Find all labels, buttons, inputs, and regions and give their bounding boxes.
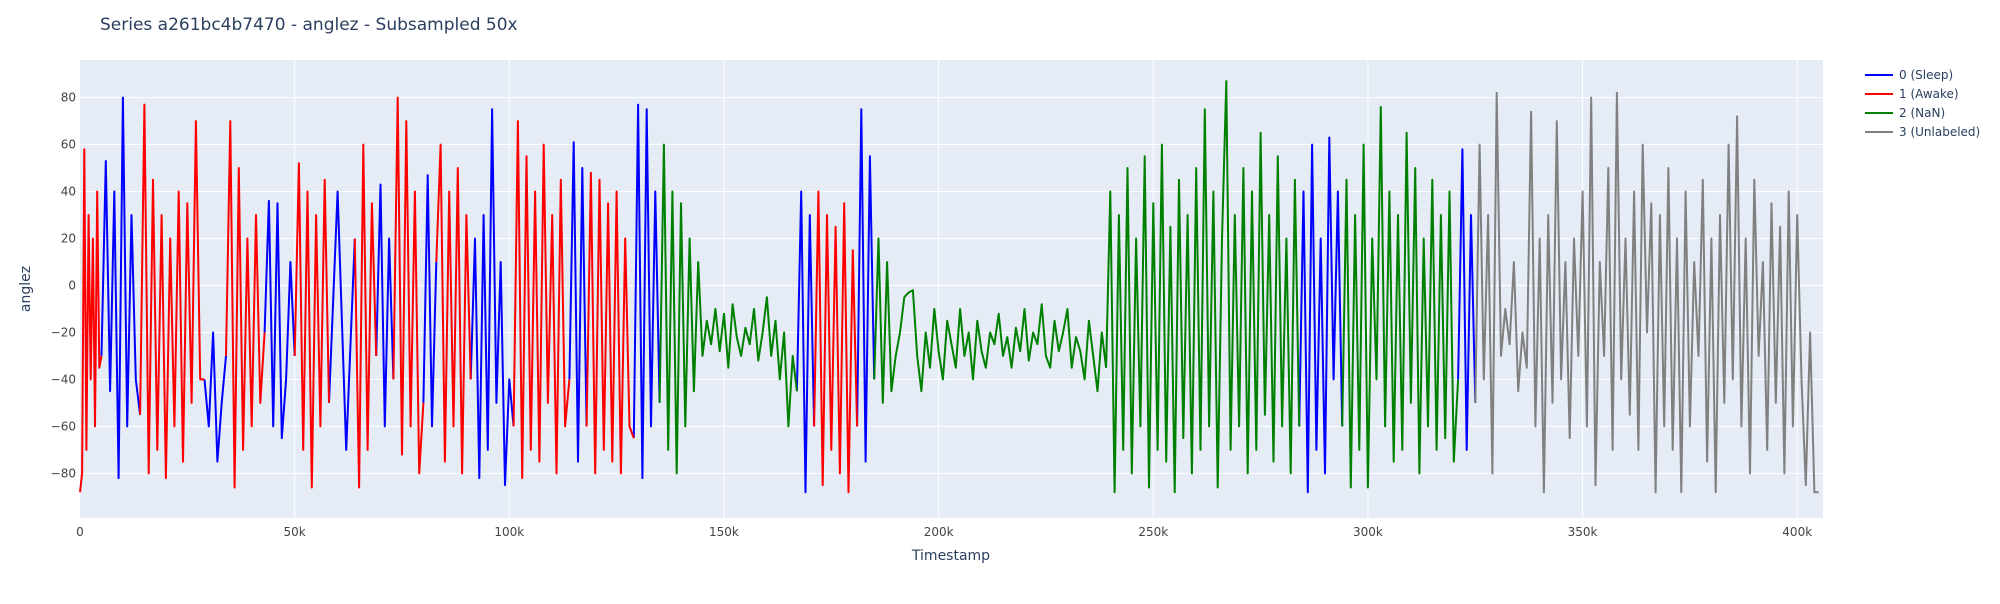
legend-item-1[interactable]: 1 (Awake) — [1865, 87, 1959, 101]
legend-item-0[interactable]: 0 (Sleep) — [1865, 68, 1953, 82]
y-tick-label-4: 0 — [68, 278, 76, 292]
series-lines — [79, 80, 1819, 494]
series-1-segment-2 — [225, 120, 266, 489]
series-1-segment-7 — [512, 120, 571, 480]
grid — [80, 60, 1823, 518]
y-tick-label-2: −40 — [51, 372, 76, 386]
series-1-segment-4 — [353, 143, 378, 489]
series-1-segment-8 — [585, 171, 635, 475]
series-2-segment-2 — [1105, 80, 1301, 494]
y-axis-ticks: −80 −60 −40 −20 0 20 40 60 80 — [51, 91, 76, 481]
legend-item-3[interactable]: 3 (Unlabeled) — [1865, 125, 1980, 139]
series-0-segment-10 — [856, 108, 876, 463]
series-1-segment-1 — [139, 103, 205, 480]
series-0-segment-11 — [1298, 136, 1344, 494]
chart-title: Series a261bc4b7470 - anglez - Subsample… — [100, 15, 518, 35]
x-tick-label-2: 100k — [494, 525, 524, 539]
series-2-segment-3 — [1341, 106, 1460, 489]
series-1-segment-3 — [293, 162, 330, 489]
series-1-segment-6 — [435, 143, 472, 475]
y-tick-label-7: 60 — [61, 138, 76, 152]
y-tick-label-5: 20 — [61, 232, 76, 246]
series-0-segment-1 — [203, 331, 227, 463]
series-1-segment-9 — [813, 190, 859, 494]
series-0-segment-12 — [1457, 148, 1477, 451]
x-axis-label: Timestamp — [911, 548, 990, 564]
x-tick-label-6: 300k — [1353, 525, 1383, 539]
series-0-segment-9 — [795, 190, 816, 494]
series-0-segment-7 — [568, 141, 588, 463]
x-tick-label-1: 50k — [284, 525, 306, 539]
y-tick-label-8: 80 — [61, 91, 76, 105]
legend-label-0: 0 (Sleep) — [1899, 68, 1953, 82]
series-0-segment-2 — [263, 199, 296, 440]
series-3-segment-0 — [1474, 91, 1819, 494]
legend-item-2[interactable]: 2 (NaN) — [1865, 106, 1945, 120]
x-tick-label-3: 150k — [709, 525, 739, 539]
series-1-segment-0 — [79, 148, 103, 493]
legend-label-3: 3 (Unlabeled) — [1899, 125, 1980, 139]
x-tick-label-0: 0 — [76, 525, 84, 539]
x-axis-ticks: 0 50k 100k 150k 200k 250k 300k 350k 400k — [76, 525, 1812, 539]
series-0-segment-5 — [422, 174, 438, 428]
legend-label-1: 1 (Awake) — [1899, 87, 1959, 101]
series-2-segment-1 — [873, 237, 1108, 404]
x-tick-label-4: 200k — [924, 525, 954, 539]
series-0-segment-4 — [375, 183, 395, 428]
series-2-segment-0 — [658, 143, 798, 475]
x-tick-label-7: 350k — [1568, 525, 1598, 539]
y-tick-label-1: −60 — [51, 419, 76, 433]
series-1-segment-5 — [392, 96, 425, 475]
y-tick-label-0: −80 — [51, 466, 76, 480]
legend-label-2: 2 (NaN) — [1899, 106, 1945, 120]
y-tick-label-3: −20 — [51, 325, 76, 339]
x-tick-label-8: 400k — [1782, 525, 1812, 539]
series-0-segment-8 — [632, 103, 661, 480]
series-0-segment-0 — [100, 96, 142, 480]
y-axis-label: anglez — [18, 266, 34, 312]
x-tick-label-5: 250k — [1138, 525, 1168, 539]
legend: 0 (Sleep) 1 (Awake) 2 (NaN) 3 (Unlabeled) — [1865, 68, 1980, 139]
y-tick-label-6: 40 — [61, 185, 76, 199]
series-0-segment-3 — [328, 190, 356, 451]
series-0-segment-6 — [469, 108, 515, 487]
